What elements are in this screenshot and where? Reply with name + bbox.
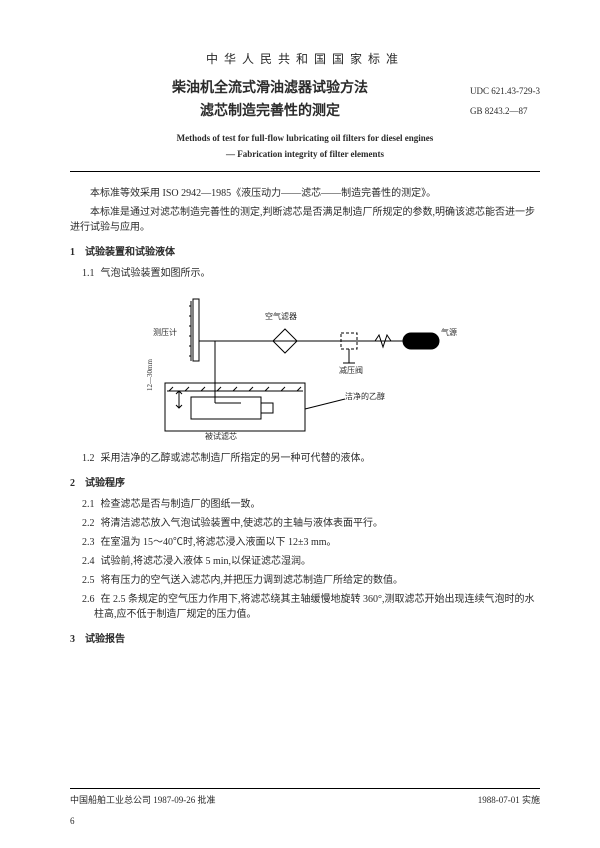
- footer-effective: 1988-07-01 实施: [478, 793, 540, 806]
- clause-2-3: 2.3在室温为 15～40℃时,将滤芯浸入液面以下 12±3 mm。: [82, 535, 540, 550]
- clause-2-6: 2.6在 2.5 条规定的空气压力作用下,将滤芯绕其主轴缓慢地旋转 360°,测…: [82, 592, 540, 622]
- intro-para-1: 本标准等效采用 ISO 2942—1985《液压动力——滤芯——制造完善性的测定…: [70, 186, 540, 201]
- gb-code: GB 8243.2—87: [470, 102, 540, 122]
- clause-2-4: 2.4试验前,将滤芯浸入液体 5 min,以保证滤芯湿润。: [82, 554, 540, 569]
- udc-code: UDC 621.43-729-3: [470, 82, 540, 102]
- clause-2-2: 2.2将清洁滤芯放入气泡试验装置中,使滤芯的主轴与液体表面平行。: [82, 516, 540, 531]
- title-en-1: Methods of test for full-flow lubricatin…: [70, 132, 540, 146]
- page-footer: 中国船舶工业总公司 1987-09-26 批准 1988-07-01 实施: [70, 788, 540, 806]
- standard-codes: UDC 621.43-729-3 GB 8243.2—87: [470, 82, 540, 122]
- footer-approval: 中国船舶工业总公司 1987-09-26 批准: [70, 795, 216, 805]
- clause-1-1-text: 气泡试验装置如图所示。: [101, 268, 211, 279]
- clause-2-5: 2.5将有压力的空气送入滤芯内,并把压力调到滤芯制造厂所给定的数值。: [82, 573, 540, 588]
- page-content: 中华人民共和国国家标准 UDC 621.43-729-3 GB 8243.2—8…: [0, 0, 600, 683]
- label-valve: 减压阀: [339, 365, 363, 377]
- national-standard-label: 中华人民共和国国家标准: [70, 50, 540, 68]
- clause-1-2-text: 采用洁净的乙醇或滤芯制造厂所指定的另一种可代替的液体。: [101, 453, 371, 464]
- clause-1-2: 1.2采用洁净的乙醇或滤芯制造厂所指定的另一种可代替的液体。: [82, 451, 540, 466]
- divider-top: [70, 171, 540, 172]
- label-element: 被试滤芯: [205, 431, 237, 443]
- title-en-2: — Fabrication integrity of filter elemen…: [70, 148, 540, 162]
- apparatus-diagram: 测压计 空气滤器 气源 减压阀 12—30mm 洁净的乙醇 被试滤芯: [145, 291, 465, 441]
- section-3-head: 3 试验报告: [70, 632, 540, 647]
- clause-2-1: 2.1检查滤芯是否与制造厂的图纸一致。: [82, 497, 540, 512]
- section-2-head: 2 试验程序: [70, 476, 540, 491]
- clause-1-1: 1.1气泡试验装置如图所示。: [82, 266, 540, 281]
- page-number: 6: [70, 816, 75, 826]
- label-gauge: 测压计: [153, 327, 177, 339]
- intro-para-2: 本标准是通过对滤芯制造完善性的测定,判断滤芯是否满足制造厂所规定的参数,明确该滤…: [70, 205, 540, 235]
- section-1-head: 1 试验装置和试验液体: [70, 245, 540, 260]
- label-source: 气源: [441, 327, 457, 339]
- label-depth: 12—30mm: [145, 359, 156, 391]
- label-airfilter: 空气滤器: [265, 311, 297, 323]
- label-ethanol: 洁净的乙醇: [345, 391, 385, 403]
